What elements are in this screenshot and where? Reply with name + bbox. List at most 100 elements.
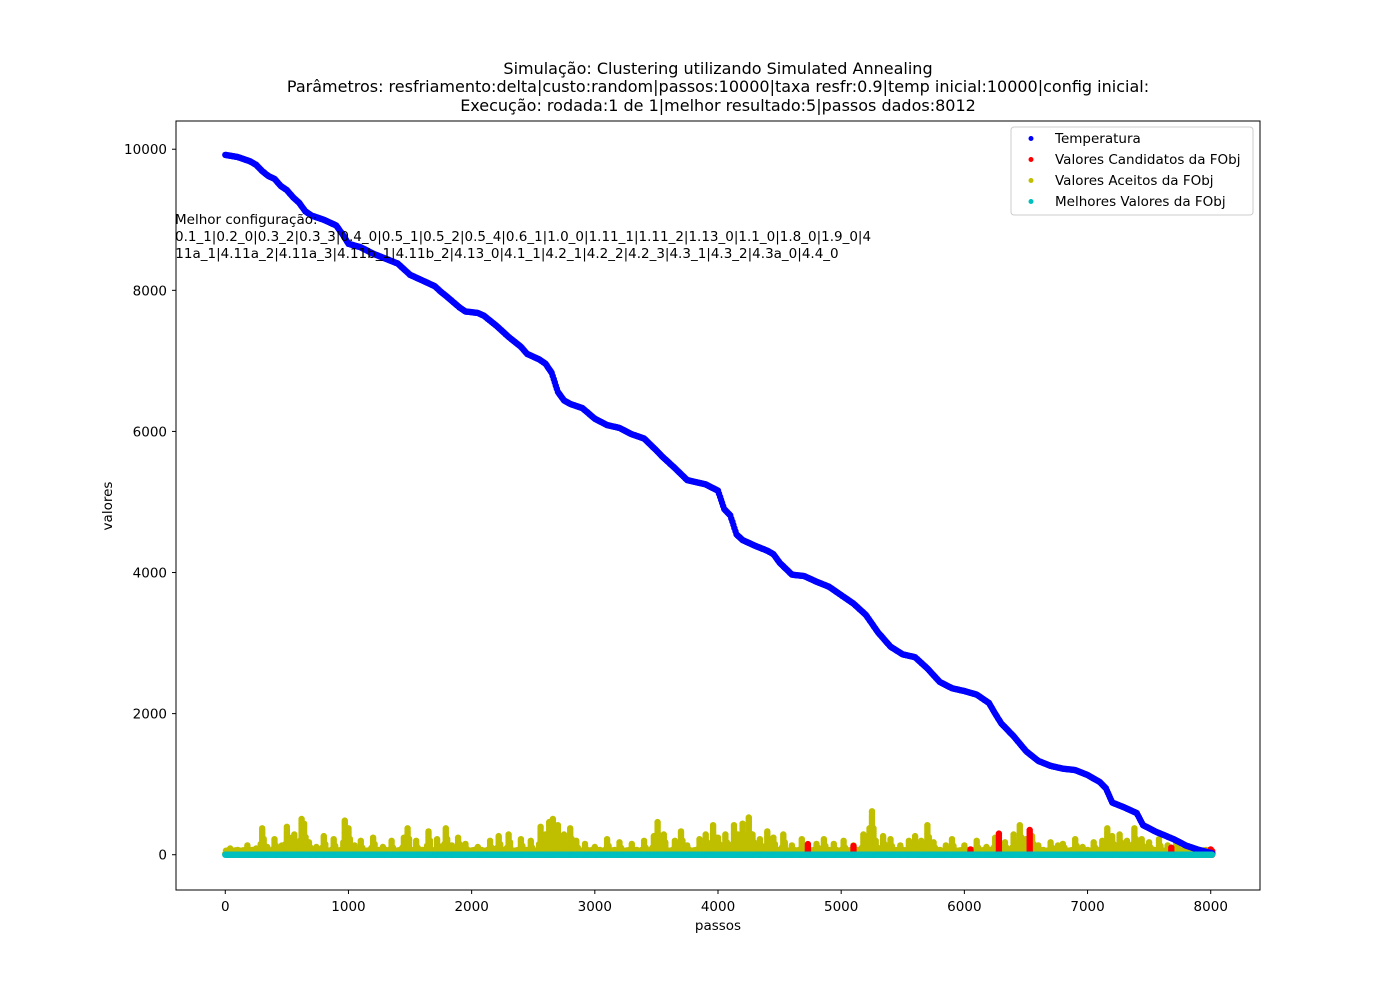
- point-valores-aceitos-da-fobj: [441, 840, 448, 848]
- point-valores-aceitos-da-fobj: [343, 840, 351, 848]
- point-valores-aceitos-da-fobj: [462, 840, 469, 848]
- point-valores-aceitos-da-fobj: [659, 844, 666, 851]
- point-valores-aceitos-da-fobj: [1072, 836, 1079, 843]
- point-valores-aceitos-da-fobj: [549, 815, 557, 823]
- point-valores-aceitos-da-fobj: [565, 840, 572, 848]
- point-valores-aceitos-da-fobj: [442, 825, 449, 832]
- point-valores-aceitos-da-fobj: [300, 820, 308, 827]
- point-valores-aceitos-da-fobj: [867, 833, 874, 841]
- point-valores-aceitos-da-fobj: [1123, 837, 1131, 844]
- point-valores-aceitos-da-fobj: [386, 846, 394, 853]
- point-valores-aceitos-da-fobj: [1090, 839, 1097, 846]
- point-valores-aceitos-da-fobj: [1138, 836, 1145, 843]
- point-valores-aceitos-da-fobj: [780, 831, 787, 838]
- point-valores-aceitos-da-fobj: [830, 840, 837, 848]
- point-valores-candidatos-da-fobj: [804, 840, 812, 848]
- point-valores-aceitos-da-fobj: [567, 825, 574, 832]
- point-valores-aceitos-da-fobj: [299, 839, 306, 846]
- point-valores-aceitos-da-fobj: [368, 844, 375, 851]
- point-valores-aceitos-da-fobj: [453, 844, 460, 851]
- point-valores-aceitos-da-fobj: [603, 836, 611, 843]
- point-valores-aceitos-da-fobj: [1109, 832, 1116, 840]
- point-valores-aceitos-da-fobj: [696, 836, 703, 843]
- point-valores-aceitos-da-fobj: [425, 828, 432, 835]
- point-valores-aceitos-da-fobj: [1145, 839, 1153, 846]
- point-valores-aceitos-da-fobj: [720, 844, 728, 851]
- point-valores-aceitos-da-fobj: [356, 846, 363, 853]
- point-valores-aceitos-da-fobj: [289, 844, 296, 851]
- point-valores-aceitos-da-fobj: [388, 837, 395, 844]
- point-valores-candidatos-da-fobj: [1168, 844, 1175, 851]
- chart-title-line-3: Execução: rodada:1 de 1|melhor resultado…: [460, 96, 976, 115]
- point-valores-aceitos-da-fobj: [887, 836, 894, 843]
- point-valores-aceitos-da-fobj: [660, 831, 667, 838]
- point-valores-aceitos-da-fobj: [840, 837, 847, 844]
- point-valores-aceitos-da-fobj: [860, 831, 867, 838]
- point-valores-aceitos-da-fobj: [433, 836, 441, 843]
- point-valores-aceitos-da-fobj: [1047, 839, 1054, 846]
- point-valores-aceitos-da-fobj: [870, 825, 877, 832]
- point-valores-aceitos-da-fobj: [554, 822, 562, 829]
- point-valores-aceitos-da-fobj: [1114, 844, 1122, 851]
- point-valores-aceitos-da-fobj: [709, 822, 717, 829]
- point-valores-aceitos-da-fobj: [505, 831, 512, 838]
- point-valores-aceitos-da-fobj: [1010, 831, 1017, 838]
- point-valores-aceitos-da-fobj: [654, 818, 661, 826]
- point-valores-aceitos-da-fobj: [284, 844, 291, 851]
- point-valores-aceitos-da-fobj: [260, 835, 267, 843]
- point-valores-aceitos-da-fobj: [319, 844, 326, 851]
- point-valores-aceitos-da-fobj: [730, 822, 738, 829]
- point-valores-aceitos-da-fobj: [423, 842, 431, 850]
- point-valores-aceitos-da-fobj: [1129, 840, 1137, 848]
- point-valores-aceitos-da-fobj: [298, 815, 305, 823]
- point-valores-aceitos-da-fobj: [930, 839, 937, 846]
- point-valores-aceitos-da-fobj: [616, 839, 623, 846]
- point-valores-aceitos-da-fobj: [749, 831, 756, 838]
- point-valores-aceitos-da-fobj: [503, 844, 511, 851]
- point-valores-aceitos-da-fobj: [1131, 825, 1138, 832]
- point-valores-aceitos-da-fobj: [1015, 840, 1022, 848]
- point-valores-aceitos-da-fobj: [346, 835, 354, 843]
- point-valores-aceitos-da-fobj: [628, 840, 635, 848]
- point-valores-aceitos-da-fobj: [341, 817, 348, 824]
- chart-title-line-2: Parâmetros: resfriamento:delta|custo:ran…: [287, 77, 1149, 96]
- point-valores-candidatos-da-fobj: [995, 830, 1003, 837]
- point-valores-aceitos-da-fobj: [329, 846, 336, 853]
- point-valores-aceitos-da-fobj: [820, 836, 828, 843]
- point-valores-aceitos-da-fobj: [878, 844, 885, 851]
- point-valores-aceitos-da-fobj: [924, 822, 931, 829]
- point-valores-aceitos-da-fobj: [922, 840, 930, 848]
- point-valores-aceitos-da-fobj: [330, 836, 337, 843]
- point-valores-aceitos-da-fobj: [494, 844, 501, 851]
- point-valores-aceitos-da-fobj: [495, 832, 502, 840]
- point-valores-aceitos-da-fobj: [559, 844, 566, 851]
- series-layer: [222, 151, 1216, 858]
- point-valores-aceitos-da-fobj: [259, 825, 266, 832]
- point-valores-aceitos-da-fobj: [764, 828, 771, 835]
- point-valores-aceitos-da-fobj: [739, 820, 746, 827]
- point-valores-aceitos-da-fobj: [973, 837, 980, 844]
- point-valores-aceitos-da-fobj: [879, 832, 887, 840]
- point-valores-aceitos-da-fobj: [257, 840, 264, 848]
- point-valores-aceitos-da-fobj: [858, 844, 866, 851]
- point-valores-aceitos-da-fobj: [948, 836, 956, 843]
- point-valores-aceitos-da-fobj: [905, 837, 913, 844]
- point-valores-aceitos-da-fobj: [581, 840, 589, 848]
- point-valores-aceitos-da-fobj: [527, 837, 534, 844]
- point-valores-aceitos-da-fobj: [910, 844, 917, 851]
- point-valores-aceitos-da-fobj: [357, 837, 364, 844]
- point-valores-aceitos-da-fobj: [486, 837, 494, 844]
- point-valores-aceitos-da-fobj: [640, 837, 648, 844]
- point-valores-aceitos-da-fobj: [714, 834, 722, 841]
- point-valores-aceitos-da-fobj: [872, 837, 879, 844]
- series-valores-aceitos-da-fobj: [222, 808, 1216, 858]
- point-valores-aceitos-da-fobj: [553, 840, 560, 848]
- point-valores-aceitos-da-fobj: [745, 814, 752, 821]
- point-valores-aceitos-da-fobj: [413, 837, 420, 844]
- point-valores-aceitos-da-fobj: [1016, 822, 1023, 829]
- plot-area: Melhor configuração: 0.1_1|0.2_0|0.3_2|0…: [175, 120, 1261, 891]
- point-valores-aceitos-da-fobj: [305, 839, 313, 846]
- point-valores-aceitos-da-fobj: [677, 828, 685, 835]
